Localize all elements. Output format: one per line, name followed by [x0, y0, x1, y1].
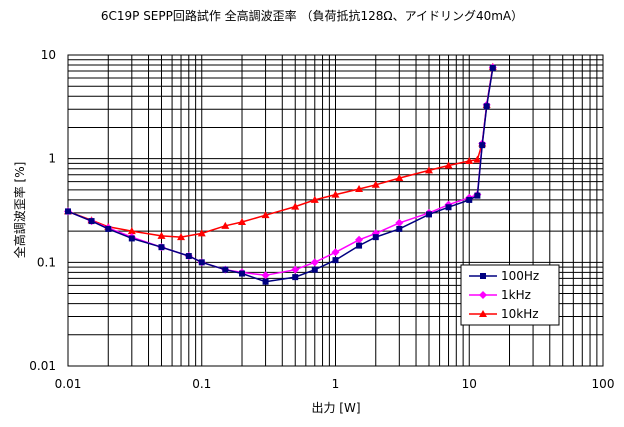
data-point-10khz: [197, 229, 206, 237]
legend-label-100hz: 100Hz: [501, 269, 539, 283]
data-point-1khz: [355, 235, 364, 244]
data-point-1khz: [291, 265, 300, 274]
data-point-10khz: [424, 166, 433, 174]
data-point-100hz: [65, 208, 71, 215]
data-point-10khz: [331, 190, 340, 198]
data-point-10khz: [371, 180, 380, 188]
data-point-100hz: [158, 244, 165, 251]
data-point-10khz: [221, 221, 230, 229]
data-point-100hz: [88, 218, 95, 225]
data-point-100hz: [425, 211, 432, 218]
data-point-10khz: [177, 233, 186, 241]
data-point-100hz: [198, 259, 205, 266]
data-point-100hz: [185, 253, 192, 260]
y-tick-label: 0.1: [37, 255, 56, 269]
tick-labels: 0.01 0.1 1 10 100 0.01 0.1 1 10: [29, 48, 614, 391]
data-point-1khz: [261, 271, 270, 280]
data-point-100hz: [445, 204, 452, 211]
data-point-10khz: [238, 217, 247, 225]
legend: 100Hz 1kHz 10kHz: [460, 264, 560, 326]
data-point-10khz: [395, 174, 404, 182]
data-point-100hz: [372, 234, 379, 241]
legend-marker-100hz: [480, 273, 486, 279]
data-point-100hz: [483, 103, 490, 110]
data-point-10khz: [473, 155, 482, 163]
data-point-100hz: [128, 235, 135, 242]
data-point-10khz: [465, 156, 474, 164]
legend-label-10khz: 10kHz: [501, 307, 539, 321]
x-axis-label: 出力 [W]: [311, 401, 360, 415]
data-point-100hz: [479, 142, 486, 149]
legend-marker-1khz: [479, 291, 487, 299]
data-point-1khz: [331, 248, 340, 257]
data-point-100hz: [105, 225, 112, 232]
chart-title: 6C19P SEPP回路試作 全高調波歪率 （負荷抵抗128Ω、アイドリング40…: [101, 8, 523, 23]
data-point-1khz: [395, 218, 404, 227]
legend-marker-10khz: [479, 310, 487, 317]
legend-label-1khz: 1kHz: [501, 288, 531, 302]
data-point-100hz: [222, 266, 229, 273]
series-layer: [64, 62, 497, 285]
y-tick-label: 1: [48, 152, 56, 166]
x-tick-label: 10: [462, 377, 477, 391]
data-point-100hz: [396, 225, 403, 232]
x-tick-label: 100: [592, 377, 615, 391]
data-point-100hz: [332, 257, 339, 264]
x-tick-label: 0.1: [192, 377, 211, 391]
data-point-10khz: [261, 211, 270, 219]
data-point-100hz: [292, 274, 299, 281]
data-point-10khz: [291, 202, 300, 210]
plot-grid: [67, 54, 604, 367]
data-point-100hz: [466, 196, 473, 203]
y-tick-label: 0.01: [29, 359, 56, 373]
data-point-10khz: [310, 195, 319, 203]
data-point-100hz: [356, 242, 363, 249]
x-tick-label: 0.01: [55, 377, 82, 391]
y-tick-label: 10: [41, 48, 56, 62]
data-point-10khz: [157, 231, 166, 239]
x-tick-label: 1: [332, 377, 340, 391]
y-axis-label: 全高調波歪率 [%]: [12, 162, 27, 259]
data-point-100hz: [474, 192, 481, 199]
data-point-1khz: [310, 258, 319, 267]
data-point-100hz: [239, 270, 246, 277]
data-point-10khz: [444, 161, 453, 169]
data-point-100hz: [311, 266, 318, 273]
data-point-100hz: [262, 278, 269, 285]
data-point-10khz: [355, 184, 364, 192]
series-100hz: [65, 64, 496, 285]
data-point-100hz: [489, 64, 496, 71]
data-point-10khz: [127, 227, 136, 235]
